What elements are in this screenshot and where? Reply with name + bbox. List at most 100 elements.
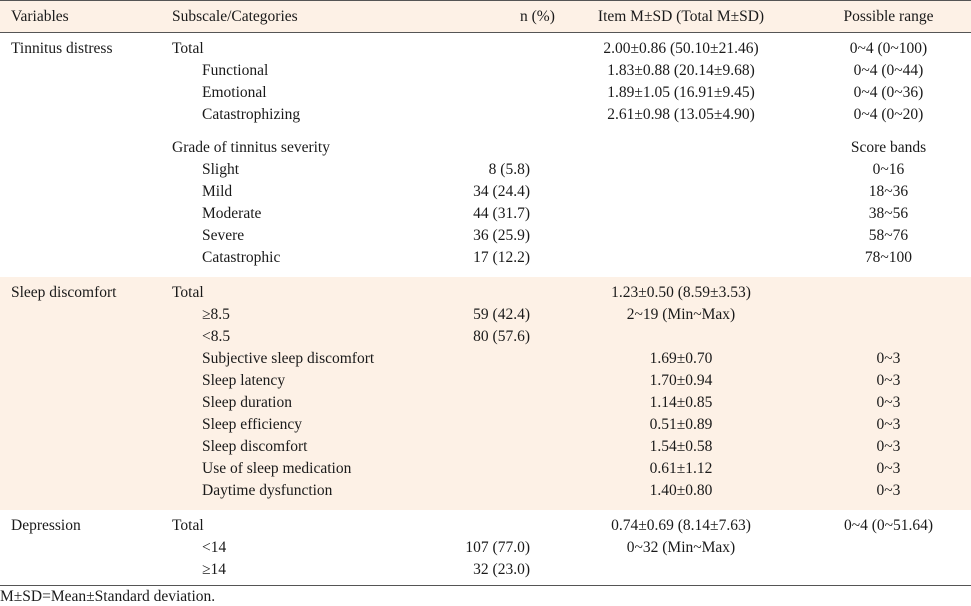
header-variables: Variables bbox=[0, 0, 160, 33]
range-cell: 0~3 bbox=[806, 436, 971, 458]
subscale-cell: Catastrophizing bbox=[202, 106, 301, 123]
mean-cell: 1.83±0.88 (20.14±9.68) bbox=[607, 62, 755, 79]
subscale-cell: Sleep duration bbox=[160, 392, 422, 414]
table-row: Tinnitus distress Total 2.00±0.86 (50.10… bbox=[0, 33, 971, 61]
n-cell bbox=[422, 82, 556, 104]
n-cell bbox=[422, 33, 556, 61]
subscale-cell: Sleep latency bbox=[160, 370, 422, 392]
n-cell: 36 (25.9) bbox=[473, 227, 530, 244]
mean-cell: 0.51±0.89 bbox=[556, 414, 806, 436]
n-cell bbox=[422, 277, 556, 304]
n-cell bbox=[422, 414, 556, 436]
n-cell bbox=[422, 60, 556, 82]
mean-cell: 1.54±0.58 bbox=[556, 436, 806, 458]
header-subscale: Subscale/Categories bbox=[160, 0, 422, 33]
n-cell bbox=[422, 436, 556, 458]
range-cell: 0~4 (0~20) bbox=[853, 106, 924, 123]
n-cell: 59 (42.4) bbox=[422, 304, 556, 326]
mean-cell bbox=[556, 326, 806, 348]
subscale-cell: Subjective sleep discomfort bbox=[160, 348, 422, 370]
subscale-cell: Emotional bbox=[202, 84, 267, 101]
n-cell: 107 (77.0) bbox=[465, 539, 530, 556]
mean-cell: 1.70±0.94 bbox=[556, 370, 806, 392]
subscale-cell: Severe bbox=[202, 227, 245, 244]
n-cell: 44 (31.7) bbox=[473, 205, 530, 222]
mean-cell: 2.00±0.86 (50.10±21.46) bbox=[603, 40, 759, 57]
range-cell: 0~3 bbox=[806, 348, 971, 370]
results-table: Variables Subscale/Categories n (%) Item… bbox=[0, 0, 971, 586]
subscale-cell: Slight bbox=[202, 161, 240, 178]
table-row: Slight 8 (5.8) 0~16 bbox=[0, 159, 971, 181]
header-mean-sd: Item M±SD (Total M±SD) bbox=[556, 0, 806, 33]
n-cell: 80 (57.6) bbox=[422, 326, 556, 348]
variable-label: Tinnitus distress bbox=[11, 40, 113, 57]
table-footnote: M±SD=Mean±Standard deviation. bbox=[0, 588, 216, 605]
header-row: Variables Subscale/Categories n (%) Item… bbox=[0, 0, 971, 33]
subscale-cell: Total bbox=[160, 277, 422, 304]
mean-cell: 1.69±0.70 bbox=[556, 348, 806, 370]
subscale-cell: Daytime dysfunction bbox=[160, 480, 422, 510]
table-row: Emotional 1.89±1.05 (16.91±9.45) 0~4 (0~… bbox=[0, 82, 971, 104]
subscale-cell: Use of sleep medication bbox=[160, 458, 422, 480]
subscale-cell: <14 bbox=[202, 539, 227, 556]
n-cell: 17 (12.2) bbox=[473, 249, 530, 266]
mean-cell: 0.74±0.69 (8.14±7.63) bbox=[611, 517, 751, 534]
range-cell: 0~4 (0~36) bbox=[853, 84, 924, 101]
range-cell: 0~3 bbox=[806, 370, 971, 392]
range-cell: 0~3 bbox=[806, 392, 971, 414]
table-row: Use of sleep medication 0.61±1.12 0~3 bbox=[0, 458, 971, 480]
subscale-cell: Sleep efficiency bbox=[160, 414, 422, 436]
mean-cell: 2.61±0.98 (13.05±4.90) bbox=[607, 106, 755, 123]
table-row: Sleep discomfort Total 1.23±0.50 (8.59±3… bbox=[0, 277, 971, 304]
range-cell: 58~76 bbox=[868, 227, 909, 244]
subscale-cell: Functional bbox=[202, 62, 269, 79]
n-cell bbox=[422, 510, 556, 537]
range-cell: Score bands bbox=[850, 139, 927, 156]
table-row: <14 107 (77.0) 0~32 (Min~Max) bbox=[0, 537, 971, 559]
table-row: Catastrophic 17 (12.2) 78~100 bbox=[0, 247, 971, 277]
header-range: Possible range bbox=[806, 0, 971, 33]
n-cell bbox=[422, 392, 556, 414]
table-row: Grade of tinnitus severity Score bands bbox=[0, 137, 971, 159]
n-cell bbox=[422, 370, 556, 392]
range-cell bbox=[806, 277, 971, 304]
mean-cell: 1.40±0.80 bbox=[556, 480, 806, 510]
subscale-cell: ≥8.5 bbox=[160, 304, 422, 326]
mean-cell bbox=[556, 247, 806, 277]
range-cell: 18~36 bbox=[868, 183, 909, 200]
range-cell: 0~4 (0~44) bbox=[853, 62, 924, 79]
range-cell: 0~4 (0~100) bbox=[849, 40, 928, 57]
table-row: ≥8.5 59 (42.4) 2~19 (Min~Max) bbox=[0, 304, 971, 326]
table-row: <8.5 80 (57.6) bbox=[0, 326, 971, 348]
range-cell: 0~3 bbox=[806, 480, 971, 510]
range-cell bbox=[806, 559, 971, 586]
n-cell: 8 (5.8) bbox=[488, 161, 530, 178]
subscale-cell: ≥14 bbox=[160, 559, 422, 586]
n-cell bbox=[422, 458, 556, 480]
range-cell: 0~3 bbox=[806, 414, 971, 436]
table-row: ≥14 32 (23.0) bbox=[0, 559, 971, 586]
table-row: Functional 1.83±0.88 (20.14±9.68) 0~4 (0… bbox=[0, 60, 971, 82]
table-row: Severe 36 (25.9) 58~76 bbox=[0, 225, 971, 247]
n-cell: 32 (23.0) bbox=[422, 559, 556, 586]
range-cell: 0~4 (0~51.64) bbox=[843, 517, 934, 534]
mean-cell: 1.23±0.50 (8.59±3.53) bbox=[556, 277, 806, 304]
table-row: Depression Total 0.74±0.69 (8.14±7.63) 0… bbox=[0, 510, 971, 537]
mean-cell bbox=[556, 181, 806, 203]
range-cell: 0~3 bbox=[806, 458, 971, 480]
range-cell: 78~100 bbox=[864, 249, 913, 266]
table-row: Sleep efficiency 0.51±0.89 0~3 bbox=[0, 414, 971, 436]
variable-label: Depression bbox=[11, 517, 81, 534]
range-cell: 38~56 bbox=[868, 205, 909, 222]
mean-cell: 1.14±0.85 bbox=[556, 392, 806, 414]
n-cell: 34 (24.4) bbox=[473, 183, 530, 200]
mean-cell bbox=[556, 559, 806, 586]
n-cell bbox=[422, 104, 556, 126]
subscale-cell: Grade of tinnitus severity bbox=[172, 139, 330, 156]
subscale-cell: Total bbox=[172, 40, 204, 57]
table-row: Sleep duration 1.14±0.85 0~3 bbox=[0, 392, 971, 414]
mean-cell: 1.89±1.05 (16.91±9.45) bbox=[607, 84, 755, 101]
range-cell bbox=[806, 326, 971, 348]
table-row: Moderate 44 (31.7) 38~56 bbox=[0, 203, 971, 225]
table-row: Daytime dysfunction 1.40±0.80 0~3 bbox=[0, 480, 971, 510]
